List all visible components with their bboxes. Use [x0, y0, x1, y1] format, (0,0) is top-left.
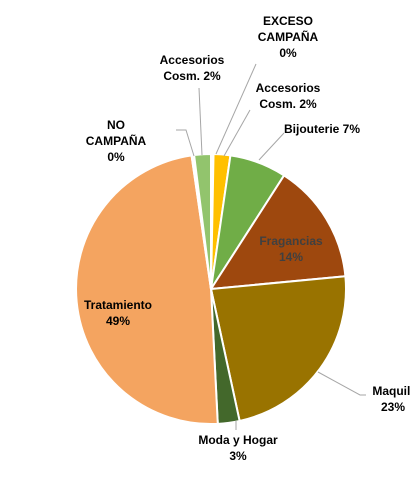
data-label-7-line-0: NO [107, 118, 125, 132]
data-label-3-line-1: 14% [279, 250, 303, 264]
data-label-7: NO CAMPAÑA 0% [86, 118, 147, 164]
leader-line-4 [317, 371, 366, 396]
leader-line-0 [215, 63, 257, 155]
data-label-8: Accesorios Cosm. 2% [160, 53, 225, 83]
slices-layer [75, 152, 347, 425]
data-label-8-line-1: Cosm. 2% [163, 69, 221, 83]
data-label-5-line-0: Moda y Hogar [198, 433, 278, 447]
leader-line-7 [176, 129, 195, 157]
data-label-4-line-0: Maquill [372, 384, 410, 398]
leader-line-8 [198, 87, 203, 156]
data-label-0: EXCESO CAMPAÑA 0% [258, 14, 319, 60]
data-label-2: Bijouterie 7% [284, 122, 360, 136]
data-label-1-line-0: Accesorios [256, 81, 321, 95]
data-label-5-line-1: 3% [229, 449, 247, 463]
data-label-0-line-0: EXCESO [263, 14, 313, 28]
data-label-3-line-0: Fragancias [259, 234, 323, 248]
pie-slice-4 [210, 275, 347, 422]
data-label-0-line-2: 0% [279, 46, 297, 60]
data-label-4-line-1: 23% [381, 400, 405, 414]
data-label-6-line-1: 49% [106, 314, 130, 328]
data-label-3: Fragancias 14% [259, 234, 323, 264]
data-label-6-line-0: Tratamiento [84, 298, 152, 312]
data-label-8-line-0: Accesorios [160, 53, 225, 67]
data-label-1-line-1: Cosm. 2% [259, 97, 317, 111]
leader-line-2 [258, 132, 285, 161]
pie-slice-3 [210, 174, 347, 290]
data-label-7-line-2: 0% [107, 150, 125, 164]
data-label-5: Moda y Hogar 3% [198, 433, 278, 463]
data-label-2-line-0: Bijouterie 7% [284, 122, 360, 136]
labels-layer: EXCESO CAMPAÑA 0%Accesorios Cosm. 2%Bijoute… [84, 14, 410, 463]
pie-slice-6 [75, 154, 219, 425]
data-label-1: Accesorios Cosm. 2% [256, 81, 321, 111]
data-label-7-line-1: CAMPAÑA [86, 133, 147, 148]
leader-lines-layer [176, 63, 366, 430]
data-label-4: Maquill 23% [372, 384, 410, 414]
leader-line-1 [223, 109, 251, 157]
data-label-0-line-1: CAMPAÑA [258, 29, 319, 44]
data-label-6: Tratamiento 49% [84, 298, 152, 328]
